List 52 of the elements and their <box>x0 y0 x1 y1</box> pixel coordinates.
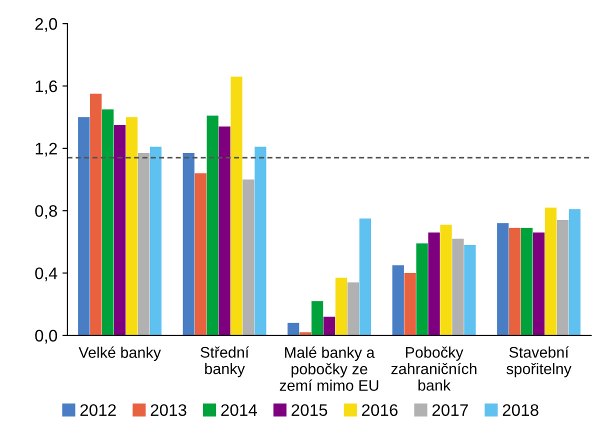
bar <box>544 208 557 336</box>
bar <box>416 243 428 336</box>
y-tick-label: 1,2 <box>36 142 57 157</box>
legend-label: 2012 <box>80 404 116 416</box>
bar <box>312 301 324 336</box>
bar <box>194 173 206 336</box>
bar <box>359 218 372 336</box>
bar <box>288 322 300 336</box>
bar <box>440 224 452 336</box>
legend-label: 2016 <box>362 404 398 416</box>
bar <box>452 238 464 336</box>
bar <box>497 223 509 336</box>
y-tick-label: 0,0 <box>35 330 58 344</box>
y-tick-label: 1,6 <box>36 80 57 94</box>
bar <box>230 76 242 336</box>
bar <box>568 209 581 336</box>
bar <box>114 124 126 336</box>
legend-label: 2014 <box>221 404 257 416</box>
y-tick-label: 0,8 <box>35 205 57 219</box>
bar <box>242 180 254 336</box>
y-tick-label: 0,4 <box>35 267 58 282</box>
bar <box>392 265 404 336</box>
bar <box>521 228 533 336</box>
x-tick-label: Střední banky <box>200 346 250 378</box>
bar <box>428 232 440 336</box>
y-tick-label: 2,0 <box>35 18 58 32</box>
bar <box>90 94 102 336</box>
bar <box>464 244 476 336</box>
x-tick-label: Pobočky zahraničních bank <box>391 346 476 391</box>
bar <box>78 117 90 336</box>
bar <box>532 232 545 336</box>
legend-label: 2013 <box>150 404 186 416</box>
bar <box>556 220 569 336</box>
bar <box>254 146 266 336</box>
bar <box>182 153 194 336</box>
bar <box>150 146 162 336</box>
x-tick-label: Stavební spořitelny <box>506 346 572 378</box>
bar <box>404 273 416 336</box>
bar <box>102 109 114 336</box>
legend-label: 2018 <box>502 404 538 416</box>
bar <box>206 116 218 336</box>
bar <box>138 153 150 336</box>
bar <box>347 282 360 336</box>
x-tick-label: Velké banky <box>78 346 161 361</box>
legend-label: 2015 <box>292 404 328 416</box>
bar <box>335 278 348 336</box>
legend-label: 2017 <box>432 404 468 416</box>
bar <box>126 117 138 336</box>
x-tick-label: Malé banky a pobočky ze zemí mimo EU <box>280 346 378 391</box>
bar <box>323 316 336 336</box>
bar <box>509 228 521 336</box>
bar <box>218 126 230 336</box>
